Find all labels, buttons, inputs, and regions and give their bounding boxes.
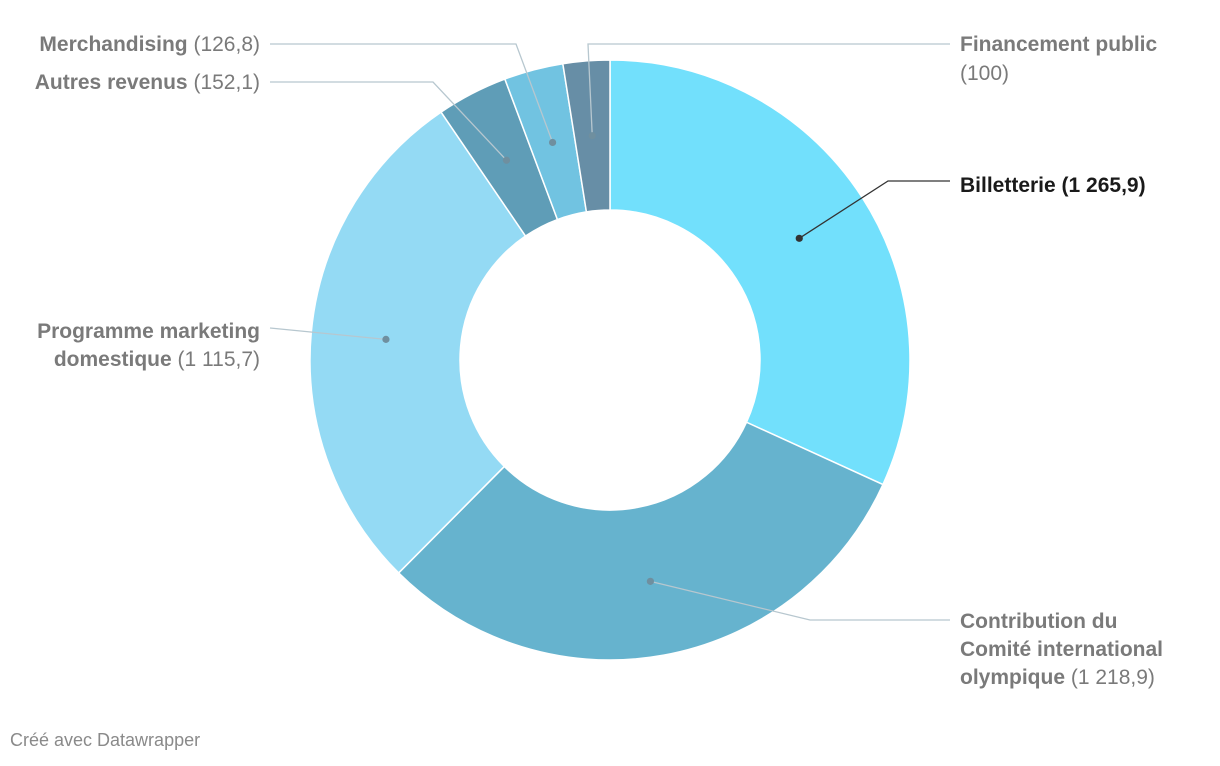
- leader-dot-programme-marketing-domestique: [382, 335, 390, 343]
- leader-line-merchandising: [270, 43, 554, 143]
- slice-billetterie[interactable]: [609, 59, 911, 486]
- leader-lines-group: [269, 43, 950, 621]
- leader-line-contribution-du-comite-international-olympique: [650, 580, 950, 621]
- slice-programme-marketing-domestique[interactable]: [309, 111, 527, 574]
- slice-label-contribution-du-comite-international-olympique: Contribution du Comité international olymp…: [960, 610, 1163, 689]
- slice-contribution-du-comite-international-olympique[interactable]: [397, 421, 884, 661]
- slice-label-financement-public: Financement public (100): [960, 33, 1158, 85]
- slice-label-programme-marketing-domestique: Programme marketing domestique (1 115,7): [37, 320, 260, 371]
- slice-financement-public[interactable]: [561, 59, 611, 213]
- slices-group: [309, 59, 911, 661]
- leader-line-financement-public: [587, 43, 950, 136]
- leader-dot-billetterie: [795, 234, 803, 242]
- leader-line-programme-marketing-domestique: [269, 327, 387, 341]
- slice-labels-group: Billetterie (1 265,9) Contribution du Comi…: [35, 33, 1163, 689]
- leader-dot-autres-revenus: [502, 156, 511, 164]
- leader-line-autres-revenus: [270, 81, 507, 161]
- slice-label-billetterie: Billetterie (1 265,9): [960, 174, 1146, 197]
- leader-dot-contribution-du-comite-international-olympique: [646, 577, 655, 585]
- leader-dot-merchandising: [548, 138, 557, 147]
- leader-dot-financement-public: [588, 132, 596, 140]
- slice-label-autres-revenus: Autres revenus (152,1): [35, 71, 260, 94]
- slice-label-merchandising: Merchandising (126,8): [39, 33, 260, 56]
- leader-line-billetterie: [798, 180, 950, 239]
- credit-footer: Créé avec Datawrapper: [10, 730, 201, 750]
